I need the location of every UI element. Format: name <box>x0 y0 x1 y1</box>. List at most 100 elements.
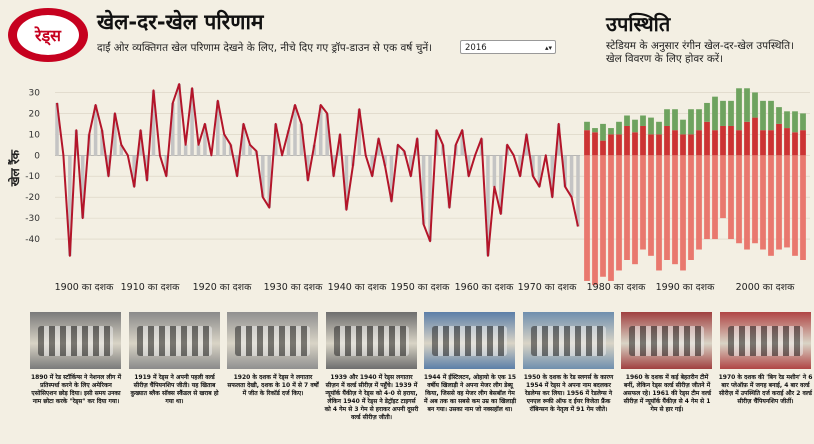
attendance-subtitle: स्टेडियम के अनुसार रंगीन खेल-दर-खेल उपस्… <box>606 40 795 65</box>
decade-label: 1940 का दशक <box>328 282 387 293</box>
attendance-red-segment <box>616 134 622 156</box>
decade-label: 2000 का दशक <box>736 282 795 293</box>
photo-caption: 1939 और 1940 में रेड्स लगातार सीज़न में … <box>324 374 419 421</box>
attendance-green-segment <box>736 88 742 131</box>
decade-label: 1950 का दशक <box>391 282 450 293</box>
photo-team-silhouette <box>530 326 606 356</box>
season-bar <box>273 123 278 156</box>
season-bar <box>183 144 188 156</box>
season-bar <box>518 155 522 177</box>
season-bar <box>151 90 156 156</box>
attendance-green-segment <box>632 119 638 133</box>
attendance-pink-segment <box>664 155 670 260</box>
attendance-green-segment <box>608 128 614 135</box>
season-bar <box>138 130 143 156</box>
season-bar <box>241 123 246 156</box>
season-bar <box>318 105 323 156</box>
decade-label: 1960 का दशक <box>455 282 514 293</box>
logo-text: रेड्स <box>33 26 62 46</box>
attendance-red-segment <box>736 130 742 156</box>
season-bar <box>389 155 394 202</box>
attendance-pink-segment <box>592 155 598 286</box>
attendance-green-segment <box>720 100 726 126</box>
historic-photo <box>325 312 417 369</box>
season-bar <box>190 88 194 156</box>
season-bar <box>177 84 181 156</box>
attendance-red-segment <box>704 121 710 156</box>
page-subtitle: दाईं ओर व्यक्तिगत खेल परिणाम देखने के लि… <box>97 42 433 54</box>
season-bar <box>55 102 59 156</box>
attendance-pink-segment <box>688 155 694 260</box>
y-tick-label: -30 <box>25 214 40 224</box>
season-bar <box>113 113 117 156</box>
season-bar <box>299 123 304 156</box>
season-bar <box>106 155 111 177</box>
page-title: खेल-दर-खेल परिणाम <box>97 10 264 34</box>
season-bar <box>569 155 574 198</box>
attendance-green-segment <box>776 107 782 124</box>
attendance-green-segment <box>688 109 694 135</box>
decade-label: 1900 का दशक <box>55 282 114 293</box>
season-bar <box>524 134 529 156</box>
season-bar <box>228 144 233 156</box>
attendance-pink-segment <box>800 155 806 260</box>
season-bar <box>383 155 387 166</box>
attendance-green-segment <box>672 109 678 131</box>
season-bar <box>447 155 452 208</box>
season-bar <box>222 134 227 156</box>
attendance-pink-segment <box>656 155 662 271</box>
season-bar <box>293 105 297 156</box>
season-bar <box>499 155 503 214</box>
photo-team-silhouette <box>136 326 212 356</box>
attendance-red-segment <box>776 123 782 156</box>
attendance-pink-segment <box>608 155 614 281</box>
year-dropdown[interactable]: 2016 ▴▾ <box>460 40 556 54</box>
season-bar <box>408 155 413 177</box>
attendance-red-segment <box>696 130 702 156</box>
results-chart[interactable]: 30 20 10 0 -10 -20 -30 -40 1900 का दशक 1910 का दश… <box>0 60 814 300</box>
season-bar <box>196 144 201 156</box>
attendance-green-segment <box>664 109 670 126</box>
season-bar <box>100 130 104 156</box>
attendance-green-segment <box>640 115 646 126</box>
season-bar <box>331 155 336 177</box>
attendance-green-segment <box>584 121 590 131</box>
attendance-green-segment <box>592 128 598 133</box>
attendance-red-segment <box>640 125 646 156</box>
season-bar <box>68 155 72 256</box>
season-bar <box>93 105 98 156</box>
attendance-pink-segment <box>752 155 758 244</box>
attendance-green-segment <box>704 102 710 122</box>
y-tick-label: 20 <box>29 109 41 119</box>
y-tick-label: 10 <box>29 130 41 140</box>
reds-logo: रेड्स <box>8 8 88 62</box>
attendance-pink-segment <box>624 155 630 260</box>
decade-label: 1970 का दशक <box>518 282 577 293</box>
season-bar <box>370 155 374 177</box>
photo-team-silhouette <box>629 326 704 356</box>
photo-team-silhouette <box>333 326 409 356</box>
attendance-red-segment <box>656 134 662 156</box>
season-bar <box>531 155 535 177</box>
attendance-green-segment <box>712 96 718 131</box>
season-bar <box>248 144 252 156</box>
y-tick-label: -20 <box>25 193 40 203</box>
season-bar <box>460 130 464 156</box>
decade-label: 1930 का दशक <box>264 282 323 293</box>
attendance-pink-segment <box>672 155 678 265</box>
attendance-pink-segment <box>744 155 750 250</box>
attendance-green-segment <box>616 121 622 135</box>
attendance-green-segment <box>744 88 750 122</box>
attendance-red-segment <box>768 130 774 156</box>
attendance-pink-segment <box>720 155 726 219</box>
photo-caption: 1960 के दशक में कई बेहतरीन टीमें बनीं, ल… <box>622 374 712 413</box>
attendance-red-segment <box>752 117 758 156</box>
photo-caption: 1890 में रेड स्टॉकिंग्स ने नेशनल लीग में… <box>30 374 122 405</box>
attendance-red-segment <box>592 132 598 156</box>
attendance-green-segment <box>624 115 630 126</box>
season-bar <box>344 155 349 210</box>
attendance-pink-segment <box>632 155 638 265</box>
attendance-red-segment <box>744 121 750 156</box>
attendance-pink-segment <box>784 155 790 248</box>
historic-photo <box>30 312 121 369</box>
